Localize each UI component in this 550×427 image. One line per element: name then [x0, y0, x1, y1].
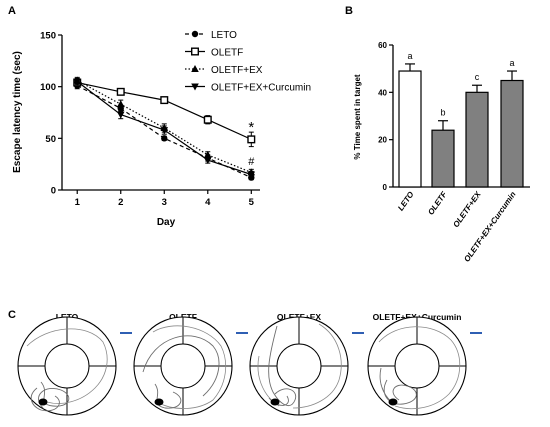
data-point: [160, 127, 169, 135]
x-tick-label: LETO: [396, 189, 416, 212]
legend-item-oletf: OLETF: [185, 48, 243, 59]
x-tick-label: OLETF: [426, 189, 449, 217]
pool-leto: LETO: [17, 312, 132, 416]
y-tick-label: 60: [378, 41, 387, 50]
legend-item-leto: LETO: [185, 30, 237, 41]
legend-item-oletf-ex-curcumin: OLETF+EX+Curcumin: [185, 83, 311, 94]
bar-group-oletf-ex-curcumin: a: [500, 58, 524, 188]
y-tick-label: 100: [40, 82, 56, 93]
platform-marker: [270, 398, 280, 406]
significance-letter: c: [475, 72, 480, 82]
line-chart-escape-latency: 0 50 100 150 1 2 3 4 5 Day Escape latency time …: [12, 30, 311, 228]
data-point: [160, 96, 169, 105]
x-tick-label: 1: [75, 197, 81, 208]
significance-letter: a: [407, 51, 412, 61]
legend-item-oletf-ex: OLETF+EX: [185, 65, 263, 76]
panel-label-b: B: [345, 5, 353, 17]
bar: [500, 79, 524, 188]
legend-marker: [191, 65, 199, 72]
legend-marker: [190, 47, 199, 56]
bar: [398, 70, 422, 188]
pool-oletf-ex-curcumin: OLETF+EX+Curcumin: [367, 312, 482, 416]
significance-mark: *: [248, 119, 254, 136]
bar: [465, 91, 489, 188]
panel-label-a: A: [8, 5, 16, 17]
significance-letter: a: [509, 58, 514, 68]
x-tick-label: 3: [162, 197, 167, 208]
legend-marker: [191, 83, 199, 91]
legend-label: OLETF+EX: [211, 65, 263, 76]
bar-chart-time-in-target: % Time spent in target 0 20 40 60 a b c a LETO…: [353, 41, 530, 264]
data-point: [203, 157, 212, 165]
data-point: [203, 115, 212, 124]
legend: LETO OLETF OLETF+EX OLETF+EX+Curcumin: [185, 30, 311, 94]
y-tick-label: 150: [40, 31, 56, 42]
legend-marker: [191, 30, 199, 38]
panel-label-c: C: [8, 309, 16, 321]
y-tick-label: 0: [51, 186, 56, 197]
data-point: [116, 100, 125, 108]
swim-path: [152, 325, 227, 409]
center-ring: [394, 343, 440, 389]
significance-letter: b: [440, 108, 445, 118]
platform-marker: [38, 398, 48, 406]
bar: [431, 129, 455, 188]
x-tick-label: 2: [118, 197, 123, 208]
bar-group-oletf-ex: c: [465, 72, 489, 188]
data-point: [247, 171, 256, 179]
swim-path: [30, 381, 70, 412]
data-point: [203, 150, 212, 158]
y-tick-label: 20: [378, 136, 387, 145]
center-ring: [44, 343, 90, 389]
pool-oletf-ex: OLETF+EX: [249, 312, 364, 416]
center-ring: [276, 343, 322, 389]
pool-oletf: OLETF: [133, 312, 248, 416]
y-tick-label: 40: [378, 88, 387, 97]
bar-group-leto: a: [398, 51, 422, 188]
x-axis-label: Day: [157, 217, 176, 228]
platform-marker: [388, 398, 398, 406]
x-tick-label: 4: [205, 197, 211, 208]
legend-label: OLETF: [211, 48, 243, 59]
center-ring: [160, 343, 206, 389]
y-axis-label: Escape latency time (sec): [12, 51, 23, 173]
data-point: [116, 87, 125, 96]
y-axis-label: % Time spent in target: [353, 74, 362, 160]
y-tick-label: 50: [45, 134, 56, 145]
x-tick-label: 5: [249, 197, 255, 208]
legend-label: OLETF+EX+Curcumin: [211, 83, 311, 94]
swim-path: [142, 335, 220, 409]
swim-path: [26, 328, 108, 404]
platform-marker: [154, 398, 164, 406]
data-point: [116, 111, 125, 119]
bar-group-oletf: b: [431, 108, 455, 188]
x-tick-label: OLETF+EX: [451, 189, 483, 229]
data-point: [73, 78, 82, 86]
data-point: [247, 135, 256, 144]
y-tick-label: 0: [383, 183, 388, 192]
data-point: [161, 135, 168, 142]
legend-label: LETO: [211, 30, 237, 41]
significance-mark: #: [248, 156, 255, 168]
series-oletf-ex-curcumin: [73, 77, 256, 179]
swim-path: [378, 326, 461, 410]
